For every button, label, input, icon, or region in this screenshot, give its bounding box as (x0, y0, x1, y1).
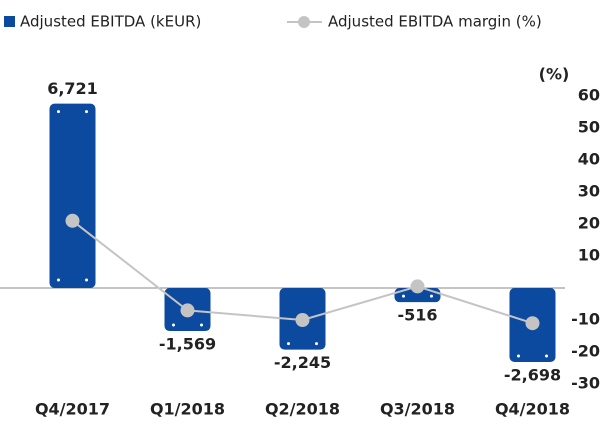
data-label: -516 (397, 306, 437, 325)
bar (394, 288, 441, 303)
bar-dot (315, 342, 318, 346)
line-marker (295, 313, 310, 327)
data-label: 6,721 (47, 79, 98, 98)
legend-label: Adjusted EBITDA (kEUR) (20, 13, 201, 31)
y2-tick-label: 50 (578, 118, 600, 137)
bar-dot (172, 323, 175, 327)
bar-dot (200, 323, 203, 327)
bar-dot (545, 354, 548, 358)
bar-dot (57, 278, 60, 282)
line-marker (410, 279, 425, 294)
bar-dot (85, 278, 88, 282)
bar-dot (430, 294, 433, 298)
y2-tick-label: -30 (571, 374, 600, 393)
line-marker (525, 316, 540, 331)
line-marker (65, 213, 80, 228)
bar-dot (287, 342, 290, 346)
y2-axis-label: (%) (539, 65, 570, 84)
data-label: -1,569 (159, 335, 216, 354)
legend-label: Adjusted EBITDA margin (%) (328, 13, 542, 31)
legend-marker (298, 16, 310, 28)
line-marker (180, 303, 195, 318)
bar-dot (517, 354, 520, 358)
bar-dot (402, 294, 405, 298)
y2-tick-label: 40 (578, 150, 600, 169)
bar (49, 103, 96, 288)
legend-swatch (4, 16, 15, 27)
y2-tick-label: -10 (571, 310, 600, 329)
bar-dot (57, 110, 60, 114)
bar-dot (85, 110, 88, 114)
y2-tick-label: -20 (571, 342, 600, 361)
y2-tick-label: 30 (578, 182, 600, 201)
data-label: -2,245 (274, 353, 331, 372)
x-tick-label: Q1/2018 (150, 400, 225, 419)
y2-tick-label: 10 (578, 246, 600, 265)
x-tick-label: Q4/2018 (495, 400, 570, 419)
x-tick-label: Q2/2018 (265, 400, 340, 419)
y2-tick-label: 60 (578, 86, 600, 105)
x-tick-label: Q4/2017 (35, 400, 110, 419)
x-tick-label: Q3/2018 (380, 400, 455, 419)
y2-tick-label: 20 (578, 214, 600, 233)
data-label: -2,698 (504, 366, 561, 385)
